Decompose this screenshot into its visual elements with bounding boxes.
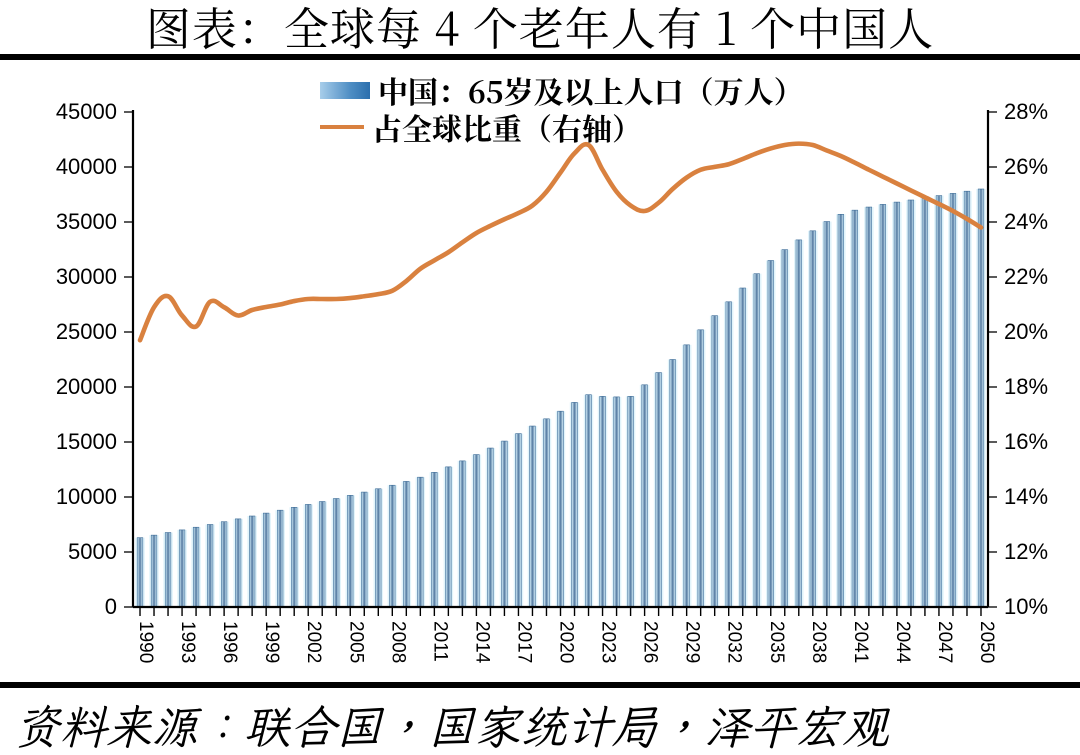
svg-text:14%: 14% — [1004, 484, 1048, 509]
svg-text:40000: 40000 — [56, 154, 117, 179]
svg-text:10000: 10000 — [56, 484, 117, 509]
svg-text:20%: 20% — [1004, 319, 1048, 344]
svg-text:1990: 1990 — [135, 621, 156, 663]
svg-text:20000: 20000 — [56, 374, 117, 399]
svg-text:15000: 15000 — [56, 429, 117, 454]
svg-text:2020: 2020 — [556, 621, 577, 663]
svg-text:2014: 2014 — [471, 621, 492, 664]
svg-text:1993: 1993 — [177, 621, 198, 663]
svg-text:2050: 2050 — [976, 621, 997, 663]
svg-text:2038: 2038 — [808, 621, 829, 663]
svg-text:2011: 2011 — [429, 621, 450, 662]
svg-text:2002: 2002 — [303, 621, 324, 663]
svg-text:45000: 45000 — [56, 99, 117, 124]
svg-text:1999: 1999 — [261, 621, 282, 663]
svg-text:2008: 2008 — [387, 621, 408, 663]
svg-text:22%: 22% — [1004, 264, 1048, 289]
svg-text:1996: 1996 — [219, 621, 240, 663]
svg-text:35000: 35000 — [56, 209, 117, 234]
svg-text:24%: 24% — [1004, 209, 1048, 234]
svg-text:2005: 2005 — [345, 621, 366, 663]
svg-text:2047: 2047 — [934, 621, 955, 663]
svg-text:12%: 12% — [1004, 539, 1048, 564]
svg-text:2044: 2044 — [892, 621, 913, 664]
svg-text:2041: 2041 — [850, 621, 871, 663]
svg-text:2029: 2029 — [682, 621, 703, 663]
svg-text:28%: 28% — [1004, 99, 1048, 124]
svg-text:26%: 26% — [1004, 154, 1048, 179]
svg-text:30000: 30000 — [56, 264, 117, 289]
svg-text:2023: 2023 — [598, 621, 619, 663]
svg-text:5000: 5000 — [68, 539, 117, 564]
svg-text:16%: 16% — [1004, 429, 1048, 454]
svg-text:2035: 2035 — [766, 621, 787, 663]
svg-text:25000: 25000 — [56, 319, 117, 344]
svg-text:2032: 2032 — [724, 621, 745, 663]
svg-text:2017: 2017 — [513, 621, 534, 663]
svg-text:10%: 10% — [1004, 594, 1048, 619]
svg-text:18%: 18% — [1004, 374, 1048, 399]
svg-text:2026: 2026 — [640, 621, 661, 663]
svg-text:0: 0 — [105, 594, 117, 619]
